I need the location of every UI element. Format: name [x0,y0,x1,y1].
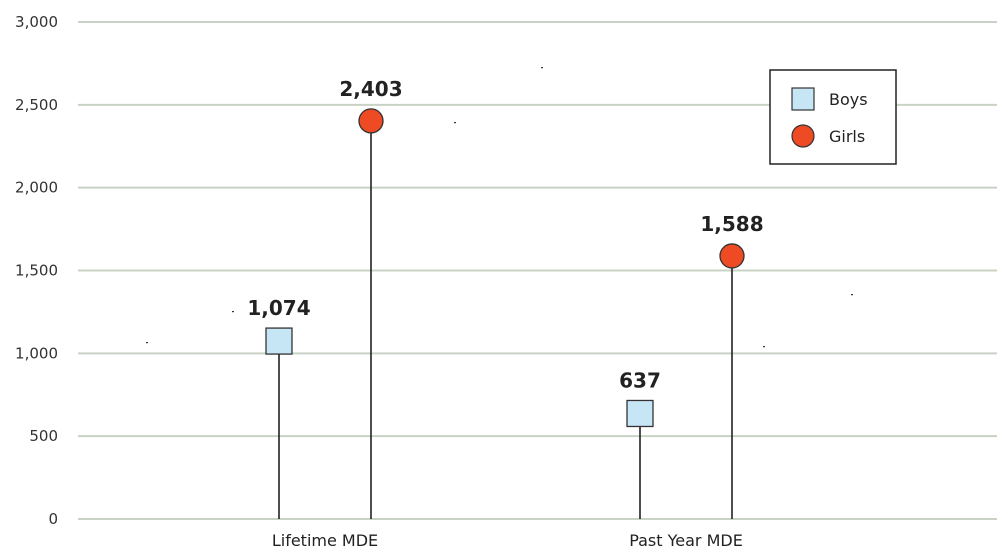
legend-boys-label: Boys [829,90,868,109]
legend-box [769,69,897,165]
x-category-label: Past Year MDE [629,531,743,550]
legend-girls-label: Girls [829,127,865,146]
legend-boys-marker [791,87,815,111]
data-label: 1,588 [700,212,763,236]
boys-marker [626,399,654,428]
decorative-specks [146,67,853,348]
y-tick-label: 3,000 [15,13,58,31]
y-tick-label: 0 [48,510,58,528]
legend: Boys Girls [769,69,897,165]
data-label: 637 [619,368,661,392]
y-tick-label: 2,500 [15,96,58,114]
x-axis-categories: Lifetime MDE Past Year MDE [272,531,743,550]
data-label: 2,403 [339,77,402,101]
legend-girls-marker [791,124,815,148]
y-tick-label: 2,000 [15,179,58,197]
y-tick-label: 1,000 [15,344,58,362]
boys-marker [265,327,293,355]
grid-layer [78,21,997,520]
stems-layer [278,120,733,519]
y-tick-label: 1,500 [15,262,58,280]
girls-marker [358,108,384,134]
x-category-label: Lifetime MDE [272,531,378,550]
markers-layer [265,108,745,428]
y-axis-ticks: 0 500 1,000 1,500 2,000 2,500 3,000 [15,13,58,528]
y-tick-label: 500 [29,427,58,445]
data-label: 1,074 [247,296,310,320]
data-labels-layer: 1,074 637 2,403 1,588 [247,77,763,393]
girls-marker [719,243,745,269]
